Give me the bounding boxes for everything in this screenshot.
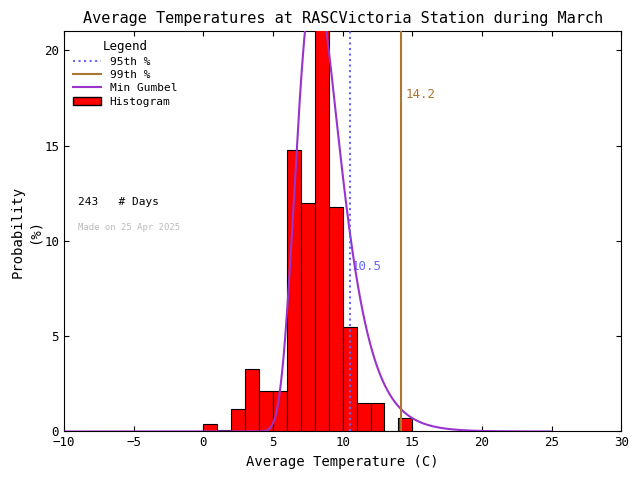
Text: 10.5: 10.5 <box>352 260 381 273</box>
Y-axis label: Probability
(%): Probability (%) <box>11 185 42 277</box>
Bar <box>399 418 412 432</box>
Bar <box>301 203 315 432</box>
Text: 243   # Days: 243 # Days <box>78 197 159 207</box>
Text: Made on 25 Apr 2025: Made on 25 Apr 2025 <box>78 224 180 232</box>
Bar <box>329 207 342 432</box>
Bar <box>356 403 371 432</box>
Bar <box>371 403 385 432</box>
Bar <box>287 150 301 432</box>
Bar <box>342 327 356 432</box>
Bar <box>315 28 329 432</box>
Text: 14.2: 14.2 <box>405 88 435 101</box>
Bar <box>231 408 245 432</box>
Bar <box>217 430 231 432</box>
Bar <box>245 369 259 432</box>
Bar <box>273 392 287 432</box>
X-axis label: Average Temperature (C): Average Temperature (C) <box>246 455 439 469</box>
Legend: 95th %, 99th %, Min Gumbel, Histogram: 95th %, 99th %, Min Gumbel, Histogram <box>70 37 180 110</box>
Bar <box>204 424 217 432</box>
Bar <box>259 392 273 432</box>
Title: Average Temperatures at RASCVictoria Station during March: Average Temperatures at RASCVictoria Sta… <box>83 11 603 26</box>
